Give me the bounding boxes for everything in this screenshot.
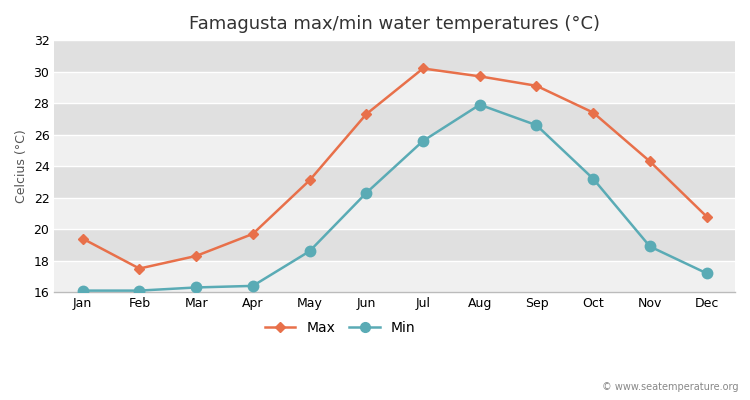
Max xyxy=(248,232,257,236)
Legend: Max, Min: Max, Min xyxy=(260,316,421,341)
Text: © www.seatemperature.org: © www.seatemperature.org xyxy=(602,382,739,392)
Max xyxy=(476,74,484,79)
Line: Min: Min xyxy=(78,100,712,296)
Max xyxy=(532,83,541,88)
Min xyxy=(135,288,144,293)
Max xyxy=(362,112,370,116)
Max xyxy=(191,254,200,258)
Bar xyxy=(54,261,735,292)
Min xyxy=(362,190,370,195)
Bar xyxy=(54,229,735,261)
Bar xyxy=(54,72,735,103)
Min xyxy=(589,176,598,181)
Min xyxy=(248,284,257,288)
Max xyxy=(589,110,598,115)
Bar xyxy=(54,198,735,229)
Min xyxy=(476,102,484,107)
Min xyxy=(532,123,541,128)
Bar xyxy=(54,166,735,198)
Bar xyxy=(54,40,735,72)
Min xyxy=(305,249,314,254)
Max xyxy=(646,159,655,164)
Line: Max: Max xyxy=(80,65,710,272)
Bar xyxy=(54,103,735,135)
Bar xyxy=(54,135,735,166)
Min xyxy=(702,271,711,276)
Min xyxy=(78,288,87,293)
Max xyxy=(702,214,711,219)
Max xyxy=(305,178,314,183)
Title: Famagusta max/min water temperatures (°C): Famagusta max/min water temperatures (°C… xyxy=(189,15,600,33)
Max xyxy=(78,236,87,241)
Min xyxy=(419,138,428,143)
Y-axis label: Celcius (°C): Celcius (°C) xyxy=(15,129,28,203)
Min xyxy=(191,285,200,290)
Min xyxy=(646,244,655,249)
Max xyxy=(419,66,428,71)
Max xyxy=(135,266,144,271)
